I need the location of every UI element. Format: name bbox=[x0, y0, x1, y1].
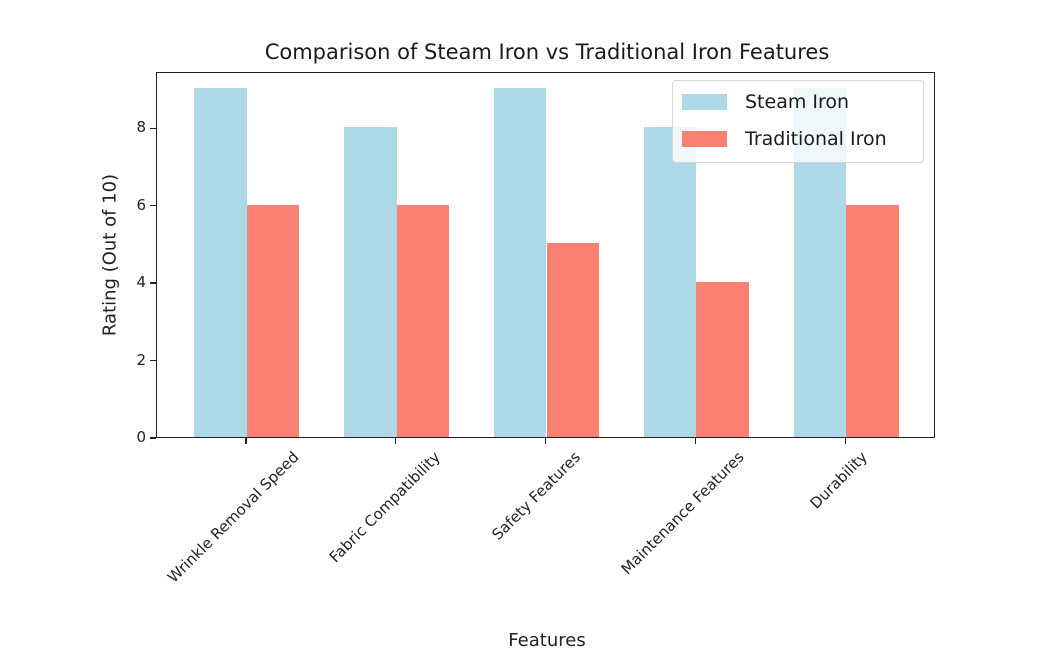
y-tick bbox=[150, 437, 156, 439]
x-tick-label: Durability bbox=[806, 448, 871, 513]
y-tick-label: 6 bbox=[136, 195, 146, 214]
chart-title: Comparison of Steam Iron vs Traditional … bbox=[264, 40, 830, 64]
x-tick bbox=[395, 438, 397, 444]
bar-traditional-iron bbox=[696, 282, 749, 437]
x-axis-label: Features bbox=[508, 630, 586, 651]
plot-area bbox=[156, 72, 935, 438]
bar-traditional-iron bbox=[396, 204, 450, 437]
x-tick-label: Fabric Compatibility bbox=[325, 448, 444, 567]
bar-traditional-iron bbox=[546, 243, 599, 437]
x-tick bbox=[245, 438, 247, 444]
bar-steam-iron bbox=[494, 88, 547, 437]
y-tick bbox=[150, 359, 156, 362]
legend: Steam Iron Traditional Iron bbox=[672, 80, 924, 163]
x-tick-label: Safety Features bbox=[488, 448, 584, 544]
x-tick-label: Maintenance Features bbox=[617, 448, 748, 579]
y-tick bbox=[150, 127, 156, 129]
x-tick bbox=[694, 438, 696, 444]
bar-traditional-iron bbox=[246, 204, 300, 437]
y-tick bbox=[150, 205, 156, 207]
x-tick-label: Wrinkle Removal Speed bbox=[163, 448, 302, 587]
legend-label: Traditional Iron bbox=[745, 128, 887, 150]
bar-steam-iron bbox=[344, 127, 397, 437]
bar-steam-iron bbox=[194, 88, 247, 437]
bar-steam-iron bbox=[643, 127, 697, 437]
legend-item-traditional-iron: Traditional Iron bbox=[682, 128, 887, 150]
y-tick-label: 8 bbox=[136, 118, 146, 137]
y-tick-label: 2 bbox=[136, 350, 146, 369]
legend-label: Steam Iron bbox=[745, 91, 850, 113]
legend-item-steam-iron: Steam Iron bbox=[682, 91, 849, 113]
bar-traditional-iron bbox=[846, 204, 899, 437]
legend-swatch-steam-iron bbox=[682, 94, 727, 110]
legend-swatch-traditional-iron bbox=[682, 131, 727, 147]
x-tick bbox=[544, 438, 547, 444]
y-tick-label: 4 bbox=[136, 273, 146, 292]
y-tick bbox=[150, 282, 156, 284]
y-axis-label: Rating (Out of 10) bbox=[99, 173, 121, 337]
x-tick bbox=[844, 438, 846, 444]
y-tick-label: 0 bbox=[136, 428, 146, 446]
